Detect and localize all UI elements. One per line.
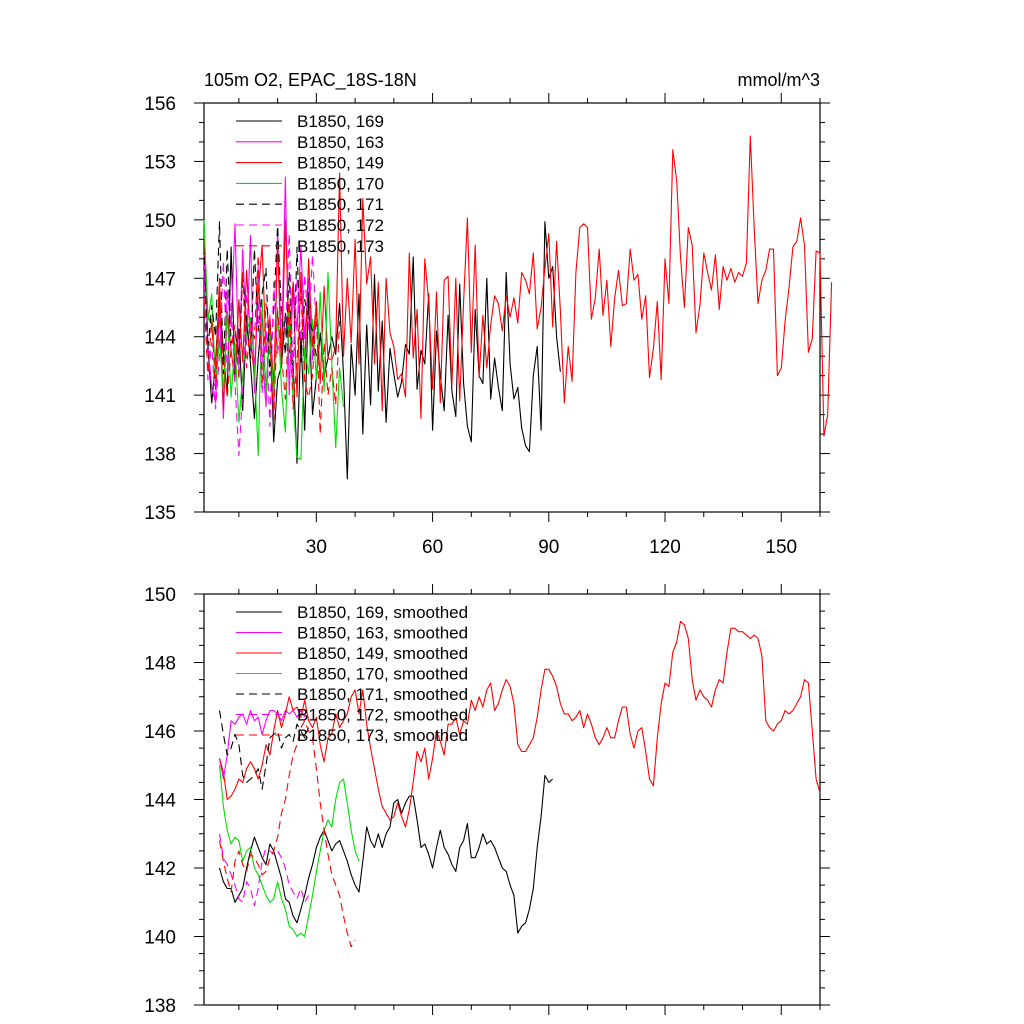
y-tick-label: 144 (144, 791, 176, 812)
y-tick-label: 148 (144, 654, 176, 675)
y-tick-label: 153 (144, 152, 176, 173)
series-line-3 (218, 765, 360, 938)
series-line-0 (218, 774, 554, 934)
panel-top-title: 105m O2, EPAC_18S-18N (204, 70, 417, 91)
series-line-4 (218, 710, 310, 790)
x-tick-label: 90 (538, 537, 559, 558)
y-tick-label: 141 (144, 386, 176, 407)
y-tick-label: 138 (144, 445, 176, 466)
legend-label-1: B1850, 163 (297, 133, 384, 152)
series-line-5 (203, 232, 317, 457)
y-tick-label: 135 (144, 503, 176, 524)
legend-label-3: B1850, 170, smoothed (297, 665, 468, 684)
series-line-6 (203, 254, 341, 435)
legend-label-6: B1850, 173 (297, 237, 384, 256)
panel-top: 105m O2, EPAC_18S-18N mmol/m^3 30 60 90 120… (144, 70, 833, 558)
series-line-6 (218, 720, 356, 948)
x-tick-label: 120 (649, 537, 681, 558)
series-line-5 (218, 833, 310, 907)
y-tick-label: 150 (144, 211, 176, 232)
legend-label-5: B1850, 172 (297, 216, 384, 235)
y-tick-label: 140 (144, 928, 176, 949)
y-tick-label: 147 (144, 269, 176, 290)
y-tick-label: 138 (144, 996, 176, 1017)
x-tick-label: 30 (306, 537, 327, 558)
legend-label-3: B1850, 170 (297, 174, 384, 193)
x-tick-label: 60 (422, 537, 443, 558)
legend-label-0: B1850, 169 (297, 112, 384, 131)
legend-label-2: B1850, 149 (297, 154, 384, 173)
y-tick-label: 144 (144, 328, 176, 349)
legend-label-4: B1850, 171 (297, 195, 384, 214)
y-tick-label: 150 (144, 585, 176, 606)
legend-label-0: B1850, 169, smoothed (297, 603, 468, 622)
legend-label-4: B1850, 171, smoothed (297, 685, 468, 704)
legend-label-5: B1850, 172, smoothed (297, 706, 468, 725)
legend-label-1: B1850, 163, smoothed (297, 624, 468, 643)
panel-top-units: mmol/m^3 (738, 70, 820, 90)
y-tick-label: 156 (144, 94, 176, 115)
legend-label-6: B1850, 173, smoothed (297, 726, 468, 745)
series-line-2 (203, 135, 833, 437)
panel-bottom: 138 140 142 144 146 148 150 B1850, 169, smoothe… (144, 584, 830, 1017)
plot-frame (203, 102, 821, 513)
series-line-1 (218, 709, 306, 780)
y-tick-label: 146 (144, 722, 176, 743)
series-line-2 (218, 620, 821, 828)
series-line-3 (203, 219, 345, 460)
x-tick-label: 150 (765, 537, 797, 558)
y-tick-label: 142 (144, 859, 176, 880)
legend-label-2: B1850, 149, smoothed (297, 644, 468, 663)
